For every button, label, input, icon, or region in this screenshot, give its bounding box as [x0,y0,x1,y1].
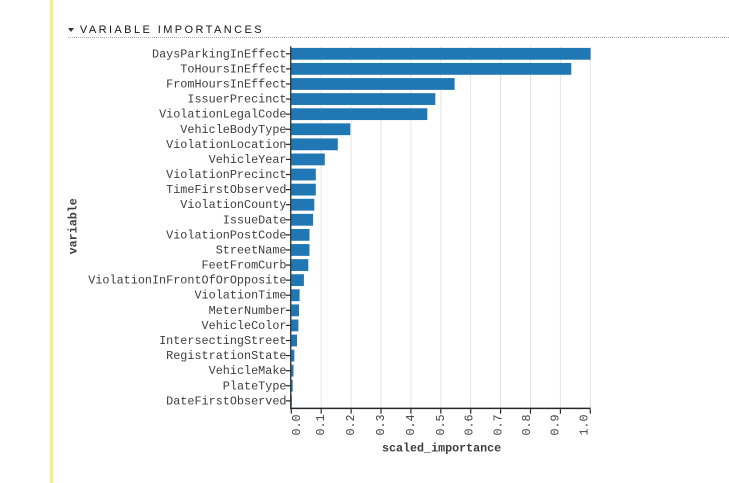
svg-text:0.2: 0.2 [344,414,358,435]
svg-text:VehicleColor: VehicleColor [202,319,287,333]
svg-text:scaled_importance: scaled_importance [382,442,501,456]
svg-text:0.5: 0.5 [434,414,448,435]
svg-text:IssuerPrecinct: IssuerPrecinct [187,93,286,107]
svg-text:VehicleBodyType: VehicleBodyType [180,123,286,137]
svg-text:StreetName: StreetName [216,243,287,257]
svg-text:ViolationLegalCode: ViolationLegalCode [159,108,286,122]
svg-text:MeterNumber: MeterNumber [209,304,287,318]
svg-text:0.3: 0.3 [374,414,388,435]
svg-text:VehicleMake: VehicleMake [209,364,287,378]
svg-text:0.0: 0.0 [290,414,304,435]
svg-text:ViolationPrecinct: ViolationPrecinct [166,168,286,182]
svg-text:TimeFirstObserved: TimeFirstObserved [166,183,286,197]
svg-text:RegistrationState: RegistrationState [166,349,286,363]
svg-text:IssueDate: IssueDate [223,213,287,227]
svg-text:DaysParkingInEffect: DaysParkingInEffect [152,47,287,61]
svg-text:IntersectingStreet: IntersectingStreet [159,334,286,348]
svg-text:PlateType: PlateType [223,379,287,393]
svg-text:0.4: 0.4 [404,414,418,435]
svg-text:FeetFromCurb: FeetFromCurb [202,259,287,273]
svg-text:FromHoursInEffect: FromHoursInEffect [166,77,286,91]
svg-text:1.0: 1.0 [577,414,591,435]
svg-text:DateFirstObserved: DateFirstObserved [166,394,286,408]
svg-text:VehicleYear: VehicleYear [209,153,287,167]
svg-text:ViolationCounty: ViolationCounty [180,198,286,212]
svg-text:0.8: 0.8 [520,414,534,435]
svg-text:0.6: 0.6 [463,414,477,435]
svg-text:0.1: 0.1 [314,414,328,435]
svg-text:ToHoursInEffect: ToHoursInEffect [180,62,286,76]
svg-text:variable: variable [66,198,80,254]
svg-text:ViolationLocation: ViolationLocation [166,138,286,152]
svg-text:0.9: 0.9 [549,414,563,435]
svg-text:ViolationInFrontOfOrOpposite: ViolationInFrontOfOrOpposite [88,274,286,288]
svg-text:0.7: 0.7 [491,414,505,435]
svg-text:ViolationPostCode: ViolationPostCode [166,228,286,242]
svg-text:ViolationTime: ViolationTime [194,289,286,303]
